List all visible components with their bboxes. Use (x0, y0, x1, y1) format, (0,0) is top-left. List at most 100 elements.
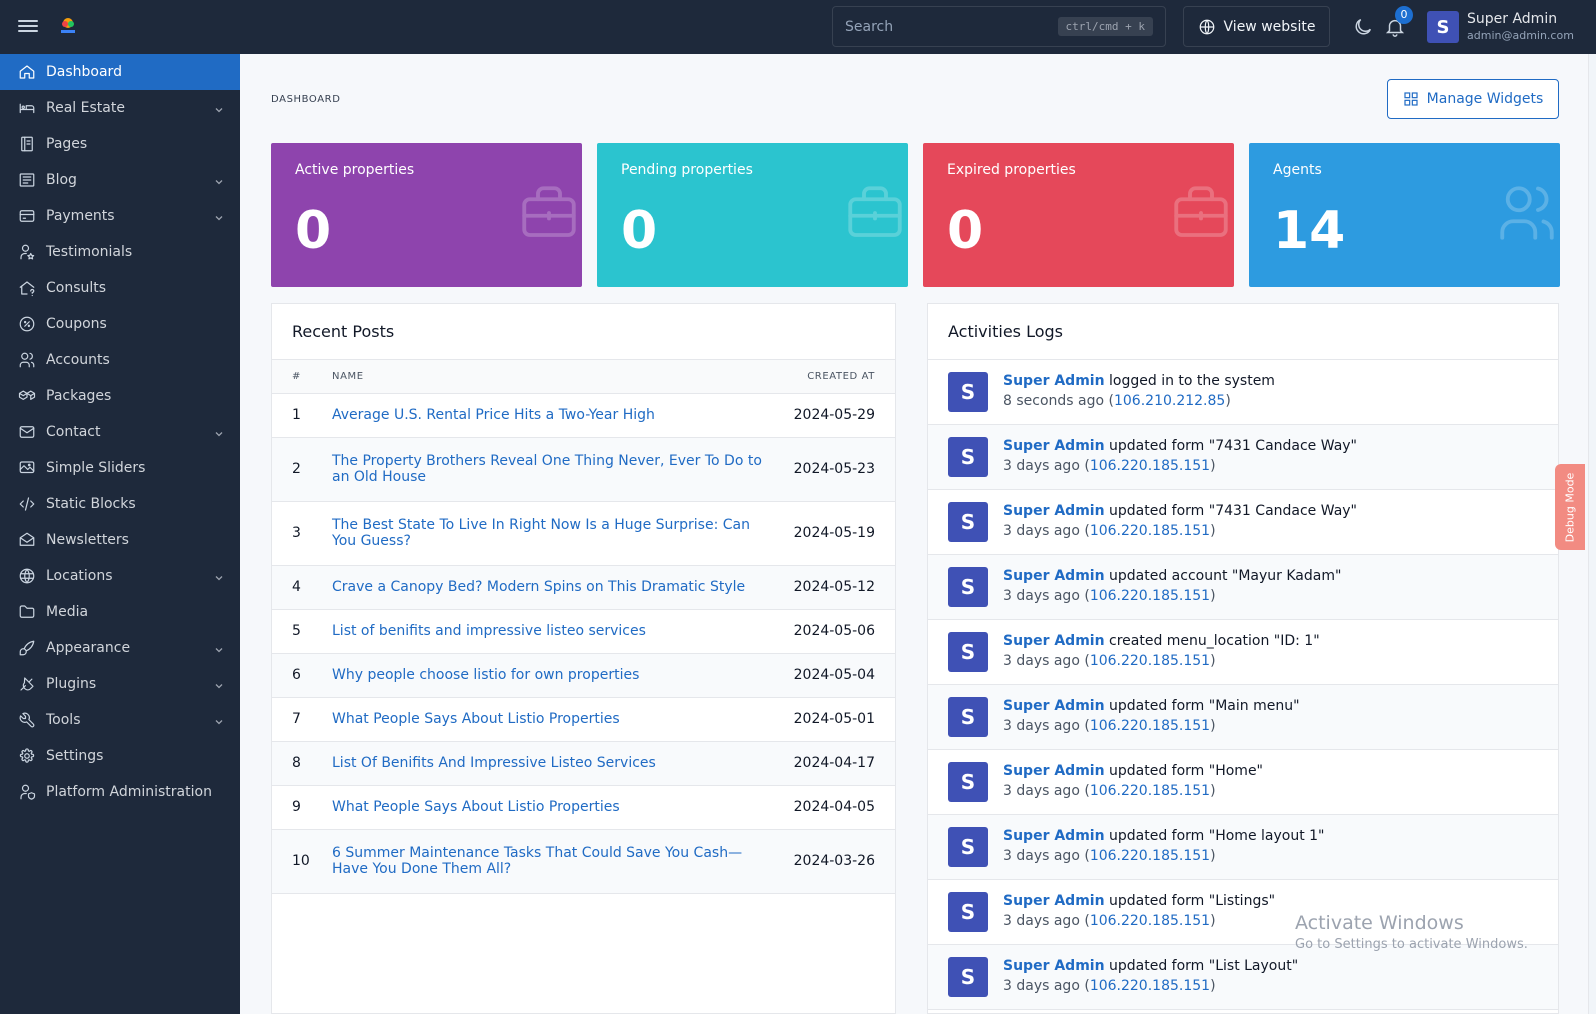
post-number: 3 (272, 501, 332, 566)
sidebar-item-plugins[interactable]: Plugins (0, 666, 240, 702)
post-link[interactable]: 6 Summer Maintenance Tasks That Could Sa… (332, 845, 743, 877)
sidebar-item-coupons[interactable]: Coupons (0, 306, 240, 342)
sidebar-item-label: Accounts (46, 352, 110, 368)
log-user-link[interactable]: Super Admin (1003, 373, 1105, 389)
sidebar-item-simple-sliders[interactable]: Simple Sliders (0, 450, 240, 486)
sidebar-item-accounts[interactable]: Accounts (0, 342, 240, 378)
debug-mode-tab[interactable]: Debug Mode (1555, 464, 1585, 550)
tool-icon (18, 711, 36, 729)
stat-card-pending-properties[interactable]: Pending properties 0 (597, 143, 908, 287)
sidebar-item-label: Testimonials (46, 244, 133, 260)
breadcrumb: DASHBOARD (271, 94, 341, 105)
sidebar-item-dashboard[interactable]: Dashboard (0, 54, 240, 90)
log-meta: 3 days ago (106.220.185.151) (1003, 588, 1216, 604)
stat-card-active-properties[interactable]: Active properties 0 (271, 143, 582, 287)
log-user-link[interactable]: Super Admin (1003, 763, 1105, 779)
avatar: S (948, 372, 988, 412)
post-link[interactable]: The Best State To Live In Right Now Is a… (332, 517, 750, 549)
logo[interactable] (58, 16, 78, 38)
log-ip-link[interactable]: 106.220.185.151 (1089, 523, 1211, 539)
sidebar-item-label: Contact (46, 424, 101, 440)
log-message: Super Admin updated form "Main menu" (1003, 698, 1300, 714)
post-link[interactable]: Crave a Canopy Bed? Modern Spins on This… (332, 579, 746, 595)
log-user-link[interactable]: Super Admin (1003, 828, 1105, 844)
sidebar-item-newsletters[interactable]: Newsletters (0, 522, 240, 558)
list-item: S Super Admin updated form "Home" 3 days a… (928, 750, 1558, 815)
log-user-link[interactable]: Super Admin (1003, 893, 1105, 909)
stat-card-agents[interactable]: Agents 14 (1249, 143, 1560, 287)
sidebar-item-label: Appearance (46, 640, 131, 656)
post-link[interactable]: List Of Benifits And Impressive Listeo S… (332, 755, 656, 771)
post-link[interactable]: List of benifits and impressive listeo s… (332, 623, 646, 639)
post-name-cell: The Best State To Live In Right Now Is a… (332, 501, 765, 566)
mail-opened-icon (18, 531, 36, 549)
sidebar-item-label: Locations (46, 568, 113, 584)
log-user-link[interactable]: Super Admin (1003, 503, 1105, 519)
log-meta: 3 days ago (106.220.185.151) (1003, 783, 1216, 799)
list-item: S Super Admin logged in to the system 8 se… (928, 360, 1558, 425)
search-input[interactable] (845, 18, 1058, 35)
menu-toggle-icon[interactable] (18, 17, 38, 37)
stat-card-expired-properties[interactable]: Expired properties 0 (923, 143, 1234, 287)
packages-icon (18, 387, 36, 405)
sidebar-item-settings[interactable]: Settings (0, 738, 240, 774)
log-ip-link[interactable]: 106.220.185.151 (1089, 783, 1211, 799)
briefcase-icon (842, 180, 908, 246)
log-user-link[interactable]: Super Admin (1003, 633, 1105, 649)
log-ip-link[interactable]: 106.220.185.151 (1089, 913, 1211, 929)
log-action: updated form "List Layout" (1104, 958, 1299, 974)
sidebar-item-packages[interactable]: Packages (0, 378, 240, 414)
post-link[interactable]: Why people choose listio for own propert… (332, 667, 640, 683)
post-link[interactable]: Average U.S. Rental Price Hits a Two-Yea… (332, 407, 655, 423)
log-ip-link[interactable]: 106.220.185.151 (1089, 978, 1211, 994)
sidebar-item-label: Settings (46, 748, 104, 764)
stat-label: Expired properties (947, 162, 1076, 178)
globe-icon (1199, 19, 1214, 34)
avatar[interactable]: S (1427, 11, 1459, 43)
log-ip-link[interactable]: 106.220.185.151 (1089, 458, 1211, 474)
sidebar-item-contact[interactable]: Contact (0, 414, 240, 450)
post-link[interactable]: What People Says About Listio Properties (332, 799, 620, 815)
sidebar-item-media[interactable]: Media (0, 594, 240, 630)
post-link[interactable]: The Property Brothers Reveal One Thing N… (332, 453, 762, 485)
layout-grid-icon (1404, 92, 1418, 106)
sidebar-item-payments[interactable]: Payments (0, 198, 240, 234)
post-link[interactable]: What People Says About Listio Properties (332, 711, 620, 727)
log-user-link[interactable]: Super Admin (1003, 958, 1105, 974)
manage-widgets-button[interactable]: Manage Widgets (1387, 79, 1559, 119)
user-name[interactable]: Super Admin (1467, 11, 1558, 27)
sidebar-item-static-blocks[interactable]: Static Blocks (0, 486, 240, 522)
sidebar-item-locations[interactable]: Locations (0, 558, 240, 594)
sidebar-item-real-estate[interactable]: Real Estate (0, 90, 240, 126)
sidebar-item-consults[interactable]: Consults (0, 270, 240, 306)
settings-icon (18, 747, 36, 765)
sidebar-item-appearance[interactable]: Appearance (0, 630, 240, 666)
view-website-button[interactable]: View website (1183, 6, 1330, 47)
stat-label: Pending properties (621, 162, 753, 178)
sidebar-item-tools[interactable]: Tools (0, 702, 240, 738)
sidebar-item-platform-administration[interactable]: Platform Administration (0, 774, 240, 810)
post-date: 2024-05-04 (765, 653, 895, 698)
log-user-link[interactable]: Super Admin (1003, 438, 1105, 454)
avatar: S (948, 957, 988, 997)
log-time: 3 days ago (1003, 913, 1080, 929)
post-date: 2024-05-19 (765, 501, 895, 566)
sidebar-item-blog[interactable]: Blog (0, 162, 240, 198)
sidebar-item-testimonials[interactable]: Testimonials (0, 234, 240, 270)
log-ip-link[interactable]: 106.220.185.151 (1089, 588, 1211, 604)
page-scrollbar[interactable] (1588, 54, 1596, 1014)
post-name-cell: What People Says About Listio Properties (332, 697, 765, 742)
log-user-link[interactable]: Super Admin (1003, 698, 1105, 714)
log-ip-link[interactable]: 106.220.185.151 (1089, 653, 1211, 669)
log-ip-link[interactable]: 106.220.185.151 (1089, 848, 1211, 864)
log-ip-link[interactable]: 106.210.212.85 (1113, 393, 1226, 409)
search-box[interactable]: ctrl/cmd + k (832, 6, 1166, 47)
moon-icon[interactable] (1352, 16, 1374, 38)
table-row: 3 The Best State To Live In Right Now Is … (272, 501, 895, 566)
list-item: S Super Admin updated form "Listings" 3 da… (928, 880, 1558, 945)
users-icon (1494, 180, 1560, 246)
log-ip-link[interactable]: 106.220.185.151 (1089, 718, 1211, 734)
log-user-link[interactable]: Super Admin (1003, 568, 1105, 584)
sidebar-item-pages[interactable]: Pages (0, 126, 240, 162)
watermark-title: Activate Windows (1295, 912, 1464, 934)
